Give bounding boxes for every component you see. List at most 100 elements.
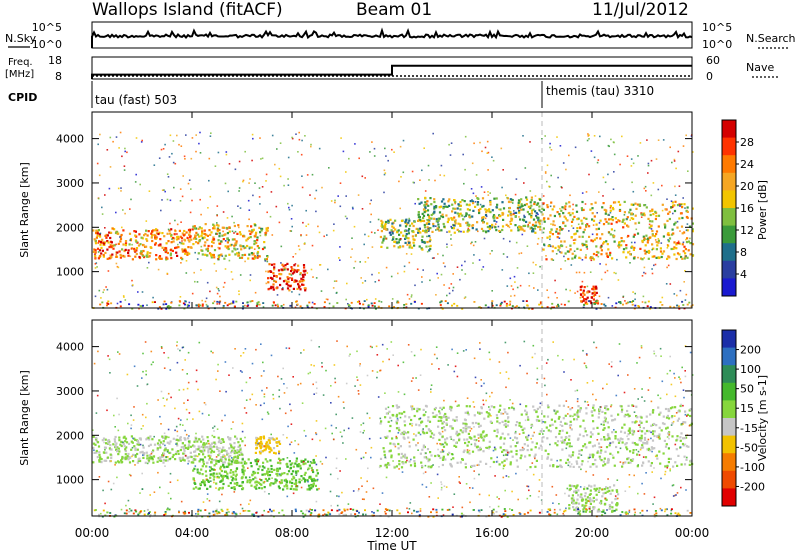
heat-cell [109,453,112,456]
heat-cell [192,487,195,490]
heat-cell [156,229,159,232]
heat-cell [518,433,521,435]
heat-cell [98,459,101,462]
heat-cell [161,246,164,249]
heat-cell [439,406,442,409]
heat-cell [599,246,602,249]
heat-cell [633,246,636,249]
heat-cell [132,460,135,463]
heat-cell [514,193,517,196]
heat-cell [402,139,405,142]
heat-cell [147,436,150,439]
heat-cell [669,369,671,372]
heat-cell [583,271,586,274]
heat-cell [648,220,652,223]
heat-cell [215,232,218,235]
heat-cell [459,224,462,227]
heat-cell [197,252,200,255]
heat-cell [255,443,258,446]
heat-cell [409,464,413,467]
heat-cell [308,301,311,304]
heat-cell [275,468,278,471]
heat-cell [658,435,661,438]
heat-cell [422,208,426,211]
heat-cell [484,217,487,220]
heat-cell [234,470,237,473]
heat-cell [568,250,571,253]
heat-cell [234,478,237,481]
heat-cell [259,452,262,455]
heat-cell [493,429,496,432]
heat-cell [575,418,579,421]
heat-cell [590,296,593,299]
heat-cell [406,293,409,296]
heat-cell [483,417,486,420]
heat-cell [387,462,390,465]
heat-cell [435,294,437,296]
heat-cell [104,438,107,441]
heat-cell [249,274,252,276]
heat-cell [412,224,415,228]
heat-cell [546,206,549,209]
heat-cell [593,463,596,466]
heat-cell [520,425,523,428]
heat-cell [510,219,513,222]
heat-cell [529,207,532,210]
heat-cell [498,229,501,233]
heat-cell [421,464,424,468]
heat-cell [386,435,389,438]
heat-cell [299,288,302,291]
heat-cell [504,425,508,428]
heat-cell [655,158,658,160]
heat-cell [688,301,691,304]
heat-cell [567,494,571,497]
heat-cell [289,487,292,490]
heat-cell [607,231,610,233]
heat-cell [213,441,216,444]
heat-cell [229,482,232,485]
heat-cell [248,218,250,221]
heat-cell [674,395,677,398]
heat-cell [641,430,644,433]
heat-cell [233,445,236,449]
heat-cell [588,138,590,140]
heat-cell [626,236,629,238]
heat-cell [228,259,231,262]
heat-cell [267,467,270,470]
heat-cell [520,413,523,416]
heat-cell [577,405,580,408]
heat-cell [256,250,260,254]
heat-cell [202,442,205,445]
heat-cell [502,212,505,215]
heat-cell [645,250,648,253]
heat-cell [202,438,205,441]
heat-cell [427,213,430,216]
heat-cell [629,208,632,211]
heat-cell [550,307,553,310]
heat-cell [438,416,441,419]
heat-cell [384,147,386,150]
heat-cell [227,511,229,513]
heat-cell [210,256,213,259]
heat-cell [650,225,653,228]
heat-cell [505,453,508,456]
heat-cell [199,440,203,443]
heat-cell [581,242,584,245]
heat-cell [576,438,580,441]
heat-cell [504,422,507,425]
heat-cell [645,429,649,433]
heat-cell [157,457,160,460]
heat-cell [404,237,407,240]
heat-cell [293,271,296,274]
heat-cell [107,303,110,305]
heat-cell [592,285,595,288]
heat-cell [226,475,229,478]
heat-cell [297,465,300,468]
heat-cell [191,137,194,139]
heat-cell [102,489,104,492]
heat-cell [309,194,311,196]
heat-cell [592,427,595,430]
heat-cell [163,367,166,369]
heat-cell [147,459,151,462]
